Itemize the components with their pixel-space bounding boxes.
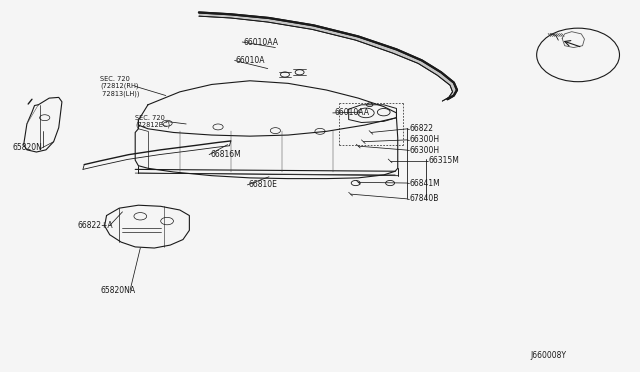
Text: 66822: 66822 (409, 124, 433, 133)
Text: J660008Y: J660008Y (531, 351, 566, 360)
Text: 66822+A: 66822+A (78, 221, 113, 230)
Text: 66841M: 66841M (409, 179, 440, 187)
Text: 67840B: 67840B (409, 195, 438, 203)
Text: SEC. 720
(72812(RH)
 72813(LH)): SEC. 720 (72812(RH) 72813(LH)) (100, 76, 140, 97)
Text: 65820N: 65820N (13, 143, 43, 152)
Text: 66816M: 66816M (211, 150, 241, 159)
Text: 66010A: 66010A (236, 56, 266, 65)
Text: SEC. 720
(72812EC): SEC. 720 (72812EC) (135, 115, 170, 128)
Text: 66010AA: 66010AA (244, 38, 278, 46)
Text: 66810E: 66810E (248, 180, 278, 189)
Text: 65820NA: 65820NA (100, 286, 135, 295)
Text: 66010AA: 66010AA (334, 108, 369, 118)
Text: 66300H: 66300H (409, 146, 439, 155)
Text: 66300H: 66300H (409, 135, 439, 144)
Polygon shape (199, 13, 457, 101)
Text: 66315M: 66315M (428, 156, 460, 166)
